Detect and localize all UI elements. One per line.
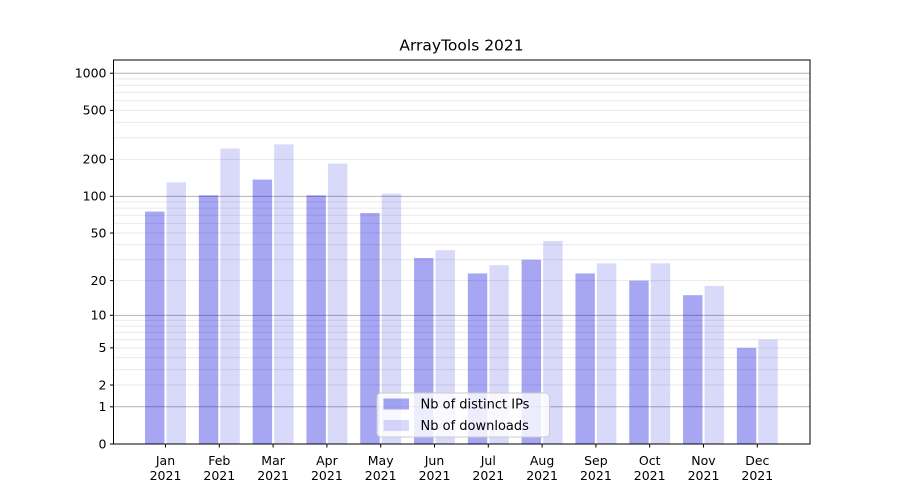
x-tick-label-month: Apr bbox=[316, 453, 338, 468]
bar-downloads bbox=[220, 148, 240, 444]
legend: Nb of distinct IPs Nb of downloads bbox=[376, 392, 550, 438]
y-tick-label: 2 bbox=[99, 377, 107, 392]
y-tick-label: 200 bbox=[83, 152, 107, 167]
x-tick-label-year: 2021 bbox=[688, 468, 720, 483]
x-tick-label-year: 2021 bbox=[472, 468, 504, 483]
bar-distinct-ips bbox=[683, 295, 703, 444]
x-tick-label-year: 2021 bbox=[203, 468, 235, 483]
y-tick-label: 1 bbox=[99, 399, 107, 414]
y-tick-label: 500 bbox=[83, 103, 107, 118]
bar-distinct-ips bbox=[629, 280, 649, 444]
bar-distinct-ips bbox=[252, 179, 273, 444]
x-tick-label-month: Jan bbox=[155, 453, 175, 468]
x-tick-label-month: Sep bbox=[584, 453, 608, 468]
bar-distinct-ips bbox=[198, 195, 219, 444]
x-tick-label-year: 2021 bbox=[741, 468, 773, 483]
bars-layer bbox=[145, 144, 778, 445]
x-tick-label-month: Dec bbox=[745, 453, 769, 468]
bar-distinct-ips bbox=[575, 273, 595, 444]
y-tick-label: 0 bbox=[99, 436, 107, 451]
x-tick-label-month: Feb bbox=[208, 453, 230, 468]
x-tick-label-year: 2021 bbox=[526, 468, 558, 483]
y-tick-label: 5 bbox=[99, 340, 107, 355]
legend-label: Nb of downloads bbox=[421, 419, 530, 434]
bar-downloads bbox=[166, 182, 186, 444]
bar-downloads bbox=[274, 144, 294, 445]
x-tick-label-month: May bbox=[368, 453, 394, 468]
bar-distinct-ips bbox=[145, 211, 165, 444]
legend-box bbox=[376, 392, 550, 438]
x-tick-label-year: 2021 bbox=[580, 468, 612, 483]
x-tick-label-month: Aug bbox=[530, 453, 554, 468]
y-tick-label: 20 bbox=[91, 273, 107, 288]
x-tick-label-year: 2021 bbox=[365, 468, 397, 483]
plot-border bbox=[113, 59, 811, 445]
legend-label: Nb of distinct IPs bbox=[421, 398, 530, 413]
bar-distinct-ips bbox=[736, 347, 757, 444]
x-tick-label-month: Jul bbox=[480, 453, 496, 468]
bar-downloads bbox=[758, 339, 778, 444]
legend-swatch-downloads-icon bbox=[383, 420, 409, 431]
y-tick-label: 1000 bbox=[75, 66, 107, 81]
x-tick-label-month: Nov bbox=[691, 453, 716, 468]
bar-downloads bbox=[327, 163, 348, 445]
legend-swatch-distinct-ips-icon bbox=[383, 398, 409, 410]
bar-downloads bbox=[543, 240, 563, 444]
x-tick-label-year: 2021 bbox=[634, 468, 666, 483]
bar-downloads bbox=[596, 263, 617, 444]
bar-downloads bbox=[650, 263, 671, 444]
x-tick-label-month: Mar bbox=[261, 453, 285, 468]
x-tick-label-month: Oct bbox=[639, 453, 661, 468]
axes-layer: 01251020501002005001000Jan2021Feb2021Mar… bbox=[75, 59, 811, 483]
chart-title: ArrayTools 2021 bbox=[399, 37, 523, 55]
x-tick-label-year: 2021 bbox=[311, 468, 343, 483]
bar-distinct-ips bbox=[360, 213, 380, 444]
x-tick-label-year: 2021 bbox=[257, 468, 289, 483]
y-tick-label: 50 bbox=[91, 225, 107, 240]
bar-downloads bbox=[381, 193, 402, 444]
bar-distinct-ips bbox=[306, 195, 326, 444]
y-tick-label: 100 bbox=[83, 189, 107, 204]
bar-downloads bbox=[704, 285, 724, 444]
x-tick-label-month: Jun bbox=[424, 453, 445, 468]
x-tick-label-year: 2021 bbox=[150, 468, 182, 483]
y-tick-label: 10 bbox=[91, 308, 107, 323]
x-tick-label-year: 2021 bbox=[419, 468, 451, 483]
